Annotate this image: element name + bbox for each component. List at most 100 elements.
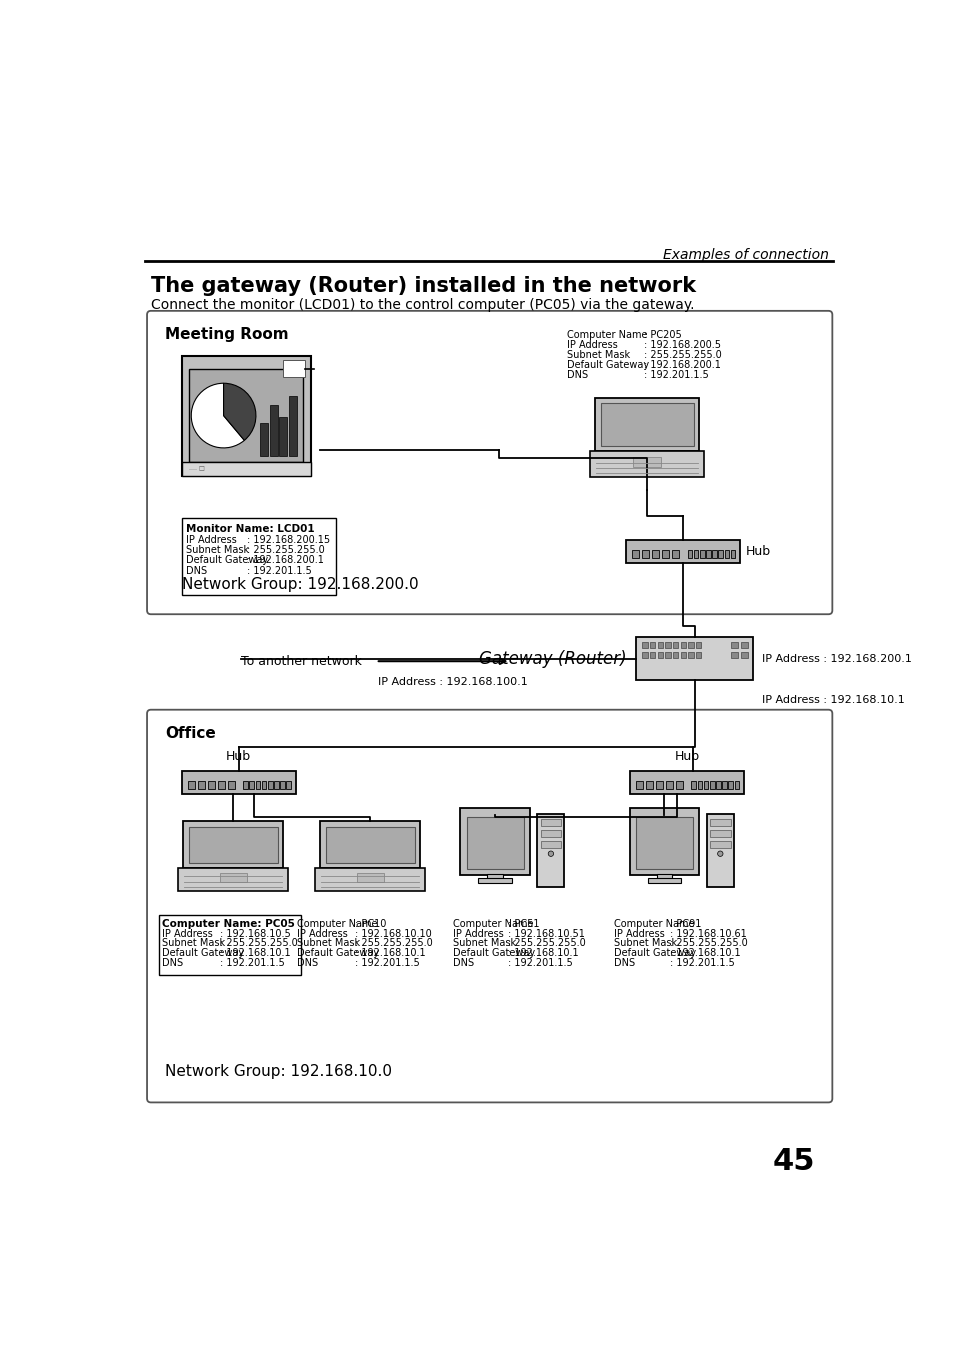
- Bar: [656, 873, 672, 880]
- Bar: [279, 416, 287, 456]
- Text: Default Gateway: Default Gateway: [614, 948, 696, 959]
- Bar: [734, 781, 739, 790]
- Bar: [697, 781, 701, 790]
- Bar: [691, 781, 696, 790]
- Text: Office: Office: [165, 726, 215, 741]
- Text: Computer Name: Computer Name: [453, 919, 533, 929]
- Text: DNS: DNS: [566, 370, 587, 380]
- Bar: [709, 830, 730, 837]
- Text: : 255.255.255.0: : 255.255.255.0: [508, 938, 585, 948]
- Text: IP Address : 192.168.200.1: IP Address : 192.168.200.1: [761, 653, 911, 664]
- Bar: [260, 423, 268, 456]
- Bar: [652, 550, 659, 558]
- Bar: [688, 642, 693, 648]
- Bar: [641, 550, 648, 558]
- Text: : 255.255.255.0: : 255.255.255.0: [355, 938, 433, 948]
- FancyBboxPatch shape: [147, 710, 831, 1102]
- Text: DNS: DNS: [453, 957, 474, 968]
- Bar: [706, 814, 733, 887]
- Bar: [289, 396, 296, 456]
- Text: Hub: Hub: [226, 750, 251, 763]
- Text: : PC205: : PC205: [643, 330, 680, 341]
- Text: Subnet Mask: Subnet Mask: [614, 938, 677, 948]
- Text: Subnet Mask: Subnet Mask: [186, 545, 249, 554]
- Text: Network Group: 192.168.200.0: Network Group: 192.168.200.0: [181, 577, 417, 592]
- Bar: [589, 452, 703, 477]
- Bar: [656, 781, 662, 790]
- Text: Computer Name: PC05: Computer Name: PC05: [162, 919, 295, 929]
- Bar: [696, 642, 700, 648]
- Text: Subnet Mask: Subnet Mask: [162, 938, 225, 948]
- Text: : 255.255.255.0: : 255.255.255.0: [247, 545, 325, 554]
- Text: : 192.168.200.1: : 192.168.200.1: [247, 556, 324, 565]
- Bar: [709, 841, 730, 848]
- Bar: [687, 550, 692, 558]
- Text: : 192.201.1.5: : 192.201.1.5: [355, 957, 419, 968]
- Bar: [636, 637, 752, 680]
- FancyBboxPatch shape: [147, 311, 831, 614]
- Bar: [629, 807, 699, 875]
- Text: .... □: .... □: [190, 466, 205, 472]
- Text: : 192.168.10.1: : 192.168.10.1: [355, 948, 425, 959]
- Text: Default Gateway: Default Gateway: [566, 360, 648, 370]
- Bar: [208, 781, 214, 790]
- Text: IP Address: IP Address: [566, 341, 617, 350]
- Text: : 192.168.10.1: : 192.168.10.1: [508, 948, 578, 959]
- Bar: [661, 550, 668, 558]
- Bar: [664, 652, 670, 658]
- Text: : 192.201.1.5: : 192.201.1.5: [643, 370, 708, 380]
- Text: : 192.201.1.5: : 192.201.1.5: [669, 957, 734, 968]
- Bar: [217, 781, 225, 790]
- Bar: [636, 817, 692, 869]
- Bar: [665, 781, 672, 790]
- Text: : 192.168.10.10: : 192.168.10.10: [355, 929, 432, 938]
- Bar: [718, 550, 722, 558]
- Bar: [672, 642, 678, 648]
- Text: Monitor Name: LCD01: Monitor Name: LCD01: [186, 525, 314, 534]
- Bar: [672, 652, 678, 658]
- Bar: [657, 652, 662, 658]
- Bar: [632, 457, 660, 466]
- Bar: [625, 539, 740, 562]
- Bar: [676, 781, 682, 790]
- Bar: [178, 868, 288, 891]
- Bar: [270, 404, 277, 456]
- Bar: [181, 462, 311, 476]
- Bar: [693, 550, 698, 558]
- Bar: [705, 550, 710, 558]
- Bar: [731, 642, 737, 648]
- Bar: [268, 781, 273, 790]
- Bar: [709, 781, 714, 790]
- Bar: [641, 652, 647, 658]
- Bar: [649, 642, 655, 648]
- Bar: [183, 822, 283, 868]
- Bar: [320, 822, 420, 868]
- Bar: [286, 781, 291, 790]
- Text: Default Gateway: Default Gateway: [297, 948, 379, 959]
- Bar: [712, 550, 716, 558]
- Text: IP Address: IP Address: [186, 534, 236, 545]
- Bar: [219, 873, 247, 882]
- Text: Computer Name: Computer Name: [614, 919, 694, 929]
- Text: : 192.201.1.5: : 192.201.1.5: [247, 565, 312, 576]
- Text: DNS: DNS: [614, 957, 635, 968]
- Circle shape: [548, 850, 553, 856]
- Bar: [540, 841, 560, 848]
- Bar: [730, 550, 735, 558]
- Bar: [657, 642, 662, 648]
- Text: Connect the monitor (LCD01) to the control computer (PC05) via the gateway.: Connect the monitor (LCD01) to the contr…: [151, 297, 694, 312]
- Bar: [274, 781, 278, 790]
- Text: : 192.168.10.5: : 192.168.10.5: [220, 929, 291, 938]
- Text: Subnet Mask: Subnet Mask: [453, 938, 516, 948]
- Bar: [721, 781, 726, 790]
- Bar: [709, 819, 730, 826]
- Text: : 192.168.10.51: : 192.168.10.51: [508, 929, 584, 938]
- Bar: [283, 360, 305, 377]
- Bar: [537, 814, 564, 887]
- Text: Default Gateway: Default Gateway: [453, 948, 535, 959]
- Bar: [664, 642, 670, 648]
- Bar: [466, 817, 523, 869]
- Text: : 255.255.255.0: : 255.255.255.0: [669, 938, 747, 948]
- Text: DNS: DNS: [297, 957, 318, 968]
- Bar: [703, 781, 708, 790]
